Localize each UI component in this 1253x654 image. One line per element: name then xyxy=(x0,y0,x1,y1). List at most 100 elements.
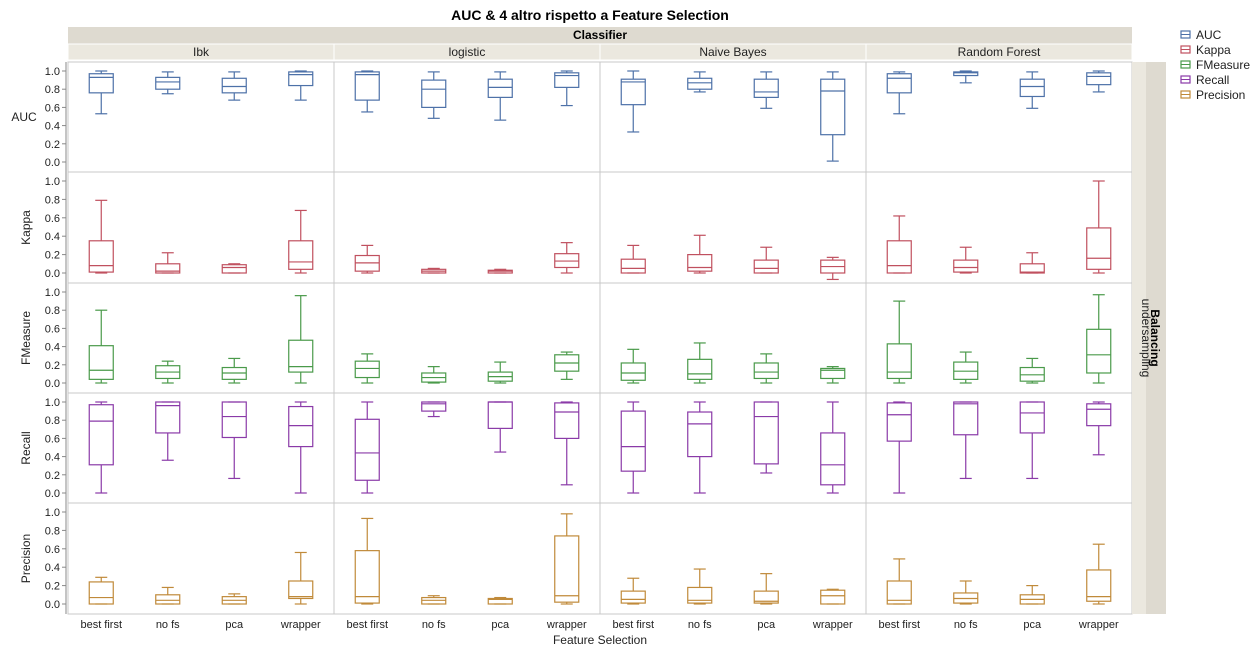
box-fmeasure xyxy=(288,295,314,384)
box-auc xyxy=(221,71,247,101)
y-axis-label: Precision xyxy=(19,534,33,583)
box-precision xyxy=(421,595,447,605)
iqr-box xyxy=(753,401,779,465)
iqr-box xyxy=(421,79,447,108)
y-tick-label: 0.2 xyxy=(45,360,60,372)
iqr-box xyxy=(354,360,380,379)
iqr-box xyxy=(753,259,779,274)
iqr-box xyxy=(288,240,314,270)
box-precision xyxy=(820,588,846,605)
classifier-header-label: Classifier xyxy=(573,28,627,42)
iqr-box xyxy=(421,401,447,412)
y-tick-label: 0.6 xyxy=(45,213,60,225)
box-precision xyxy=(1019,584,1045,605)
box-recall xyxy=(288,401,314,494)
iqr-box xyxy=(288,580,314,600)
box-kappa xyxy=(820,256,846,281)
box-kappa xyxy=(487,268,513,274)
y-tick-label: 0.8 xyxy=(45,305,60,317)
box-kappa xyxy=(421,267,447,274)
x-tick-label: best first xyxy=(612,619,654,631)
y-tick-label: 0.8 xyxy=(45,194,60,206)
iqr-box xyxy=(687,411,713,458)
iqr-box xyxy=(687,254,713,272)
iqr-box xyxy=(620,362,646,381)
panel-grid xyxy=(67,61,1133,615)
y-tick-label: 1.0 xyxy=(45,397,60,409)
y-tick-label: 0.2 xyxy=(45,139,60,151)
iqr-box xyxy=(155,76,181,90)
iqr-box xyxy=(886,240,912,274)
iqr-box xyxy=(886,402,912,442)
iqr-box xyxy=(820,432,846,486)
box-kappa xyxy=(753,246,779,274)
box-fmeasure xyxy=(820,366,846,384)
y-tick-label: 0.2 xyxy=(45,470,60,482)
iqr-box xyxy=(1019,263,1045,274)
classifier-header-strip xyxy=(68,27,1132,44)
box-kappa xyxy=(288,209,314,274)
x-tick-label: pca xyxy=(1023,619,1042,631)
iqr-box xyxy=(554,402,580,440)
classifier-label: Random Forest xyxy=(958,45,1041,59)
iqr-box xyxy=(288,71,314,87)
y-axis-label: Kappa xyxy=(19,210,33,245)
legend-entry: Precision xyxy=(1196,88,1245,102)
iqr-box xyxy=(953,71,979,77)
iqr-box xyxy=(820,78,846,136)
box-fmeasure xyxy=(221,357,247,384)
box-kappa xyxy=(886,215,912,274)
balancing-header-label: Balancing xyxy=(1148,309,1162,366)
y-tick-label: 0.4 xyxy=(45,342,60,354)
y-tick-label: 1.0 xyxy=(45,287,60,299)
box-auc xyxy=(620,70,646,133)
box-auc xyxy=(155,71,181,95)
box-precision xyxy=(886,558,912,605)
x-tick-label: wrapper xyxy=(1078,619,1119,631)
iqr-box xyxy=(1086,403,1112,427)
box-marks xyxy=(88,70,1112,605)
y-tick-label: 1.0 xyxy=(45,507,60,519)
box-precision xyxy=(620,577,646,605)
box-recall xyxy=(487,401,513,453)
box-fmeasure xyxy=(155,360,181,384)
iqr-box xyxy=(687,358,713,380)
x-tick-label: pca xyxy=(757,619,776,631)
x-tick-label: no fs xyxy=(422,619,446,631)
iqr-box xyxy=(88,345,114,380)
box-fmeasure xyxy=(88,309,114,384)
box-kappa xyxy=(620,244,646,274)
iqr-box xyxy=(753,78,779,98)
box-auc xyxy=(288,70,314,101)
box-auc xyxy=(554,70,580,107)
x-tick-label: wrapper xyxy=(812,619,853,631)
box-precision xyxy=(88,576,114,605)
undersampling-strip xyxy=(1132,62,1146,614)
box-precision xyxy=(288,551,314,605)
iqr-box xyxy=(620,590,646,604)
y-tick-label: 0.6 xyxy=(45,544,60,556)
box-recall xyxy=(953,401,979,480)
box-kappa xyxy=(554,242,580,274)
iqr-box xyxy=(820,589,846,605)
y-axis-label: AUC xyxy=(11,110,37,124)
box-recall xyxy=(88,401,114,494)
y-tick-label: 0.0 xyxy=(45,488,60,500)
iqr-box xyxy=(1086,328,1112,374)
iqr-box xyxy=(88,404,114,466)
iqr-box xyxy=(620,78,646,106)
box-kappa xyxy=(1019,252,1045,274)
balancing-header-strip xyxy=(1146,62,1166,614)
iqr-box xyxy=(221,77,247,94)
box-kappa xyxy=(155,252,181,274)
iqr-box xyxy=(620,258,646,274)
iqr-box xyxy=(155,401,181,434)
box-fmeasure xyxy=(1019,357,1045,384)
x-tick-label: best first xyxy=(80,619,122,631)
iqr-box xyxy=(88,73,114,94)
x-tick-label: no fs xyxy=(954,619,978,631)
y-tick-label: 0.6 xyxy=(45,433,60,445)
box-fmeasure xyxy=(1086,294,1112,384)
box-precision xyxy=(354,517,380,605)
box-auc xyxy=(354,70,380,113)
